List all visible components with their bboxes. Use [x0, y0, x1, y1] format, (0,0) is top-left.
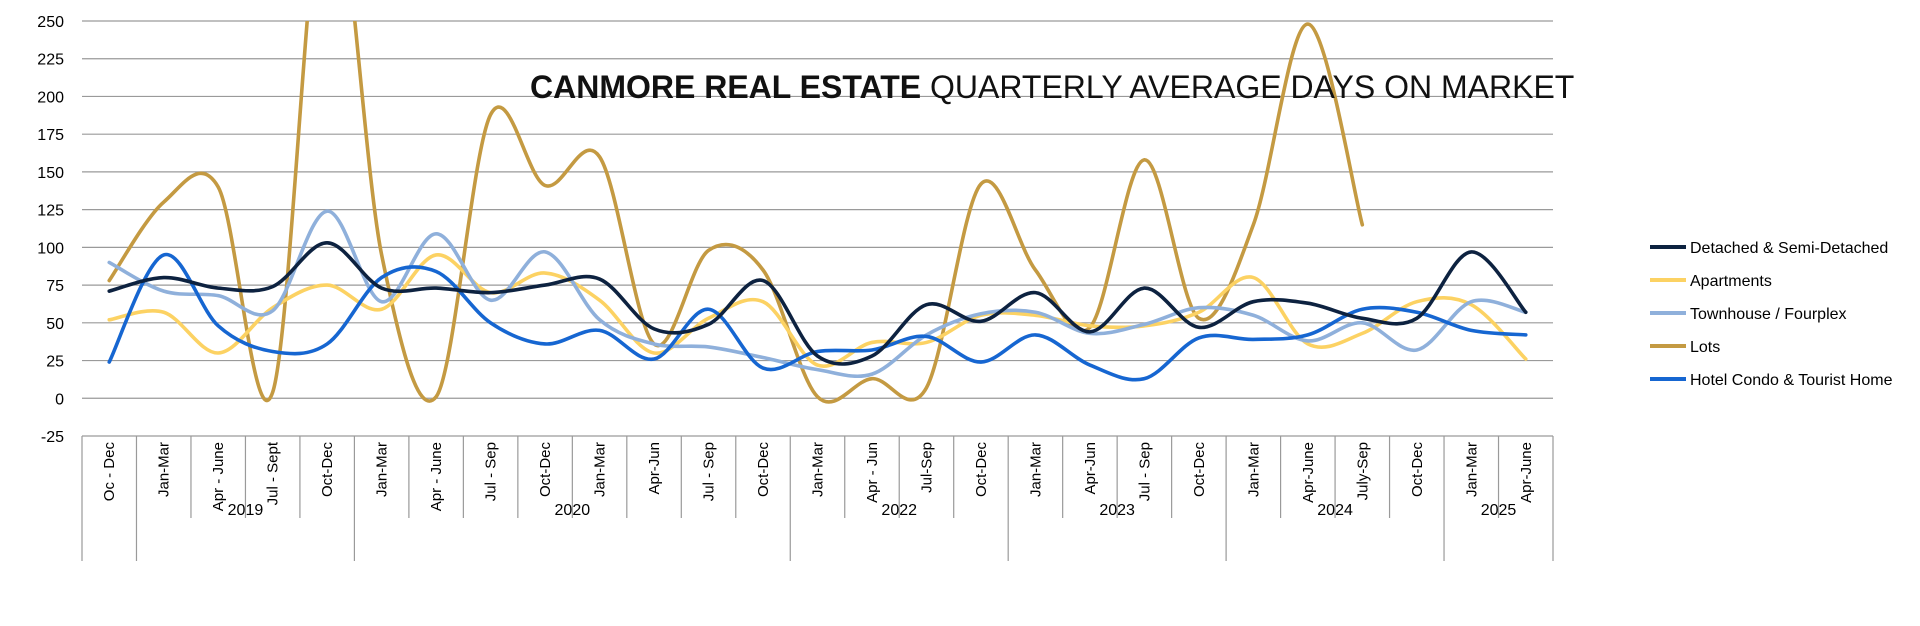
x-tick-label: Apr-Jun: [646, 442, 663, 495]
x-year-label: 2019: [228, 502, 264, 519]
y-tick-label: 50: [46, 316, 64, 333]
y-tick-label: 175: [37, 127, 64, 144]
x-tick-label: July-Sep: [1354, 442, 1371, 500]
series-line-4: [107, 253, 1528, 382]
x-tick-label: Oct-Dec: [319, 442, 336, 498]
y-tick-label: 25: [46, 354, 64, 371]
legend-label: Apartments: [1690, 273, 1772, 290]
x-tick-label: Jan-Mar: [810, 442, 827, 497]
y-tick-label: 100: [37, 240, 64, 257]
x-tick-label: Jan-Mar: [1027, 442, 1044, 497]
series-line-3: [107, 21, 1365, 404]
x-tick-label: Apr-June: [1518, 442, 1535, 503]
grid-lines: [82, 20, 1553, 437]
x-year-label: 2022: [881, 502, 917, 519]
series-line-1: [107, 253, 1528, 368]
x-tick-label: Jan-Mar: [1245, 442, 1262, 497]
legend-label: Lots: [1690, 339, 1720, 356]
x-tick-label: Jan-Mar: [374, 442, 391, 497]
x-axis: Oc - Dec Jan-Mar Apr - June Jul - Sept Oct-D…: [81, 436, 1554, 561]
legend-label: Hotel Condo & Tourist Home: [1690, 372, 1893, 389]
y-tick-label: 250: [37, 14, 64, 31]
series-lines: [107, 21, 1528, 404]
x-tick-label: Oct-Dec: [1191, 442, 1208, 498]
x-tick-label: Jan-Mar: [1463, 442, 1480, 497]
x-tick-label: Apr-June: [1300, 442, 1317, 503]
x-year-label: 2020: [555, 502, 591, 519]
x-year-label: 2023: [1099, 502, 1135, 519]
series-line-2: [107, 209, 1528, 379]
x-tick-label: Jul - Sep: [1136, 442, 1153, 501]
y-tick-label: 225: [37, 52, 64, 69]
y-tick-label: 150: [37, 165, 64, 182]
x-tick-label: Jul - Sep: [483, 442, 500, 501]
x-tick-label: Apr-Jun: [1082, 442, 1099, 495]
x-tick-label: Jul - Sept: [265, 441, 282, 505]
x-tick-label: Oct-Dec: [973, 442, 990, 498]
y-tick-label: 200: [37, 89, 64, 106]
x-tick-label: Oct-Dec: [1409, 442, 1426, 498]
x-tick-label: Jul - Sep: [701, 442, 718, 501]
x-tick-label: Apr - June: [210, 442, 227, 511]
x-tick-label: Jul-Sep: [918, 442, 935, 493]
x-tick-label: Oct-Dec: [755, 442, 772, 498]
x-tick-label: Oct-Dec: [537, 442, 554, 498]
legend-label: Townhouse / Fourplex: [1690, 306, 1847, 323]
chart-title-bold: CANMORE REAL ESTATE: [530, 69, 921, 105]
y-tick-label: 0: [55, 391, 64, 408]
x-tick-label: Apr - Jun: [864, 442, 881, 503]
x-tick-label: Apr - June: [428, 442, 445, 511]
x-tick-label: Jan-Mar: [592, 442, 609, 497]
chart-title-rest: QUARTERLY AVERAGE DAYS ON MARKET: [921, 69, 1574, 105]
x-year-label: 2024: [1317, 502, 1353, 519]
x-year-label: 2025: [1481, 502, 1517, 519]
y-axis: -25 0 25 50 75 100 125 150 175 200 225 250: [37, 14, 64, 446]
y-tick-label: 125: [37, 203, 64, 220]
y-tick-label: -25: [41, 429, 64, 446]
x-tick-label: Jan-Mar: [156, 442, 173, 497]
legend-label: Detached & Semi-Detached: [1690, 240, 1888, 257]
chart-title: CANMORE REAL ESTATE QUARTERLY AVERAGE DA…: [530, 69, 1574, 105]
series-line-0: [107, 241, 1528, 366]
x-tick-label: Oc - Dec: [101, 442, 118, 502]
y-tick-label: 75: [46, 278, 64, 295]
legend: Detached & Semi-Detached Apartments Townho…: [1650, 240, 1893, 389]
